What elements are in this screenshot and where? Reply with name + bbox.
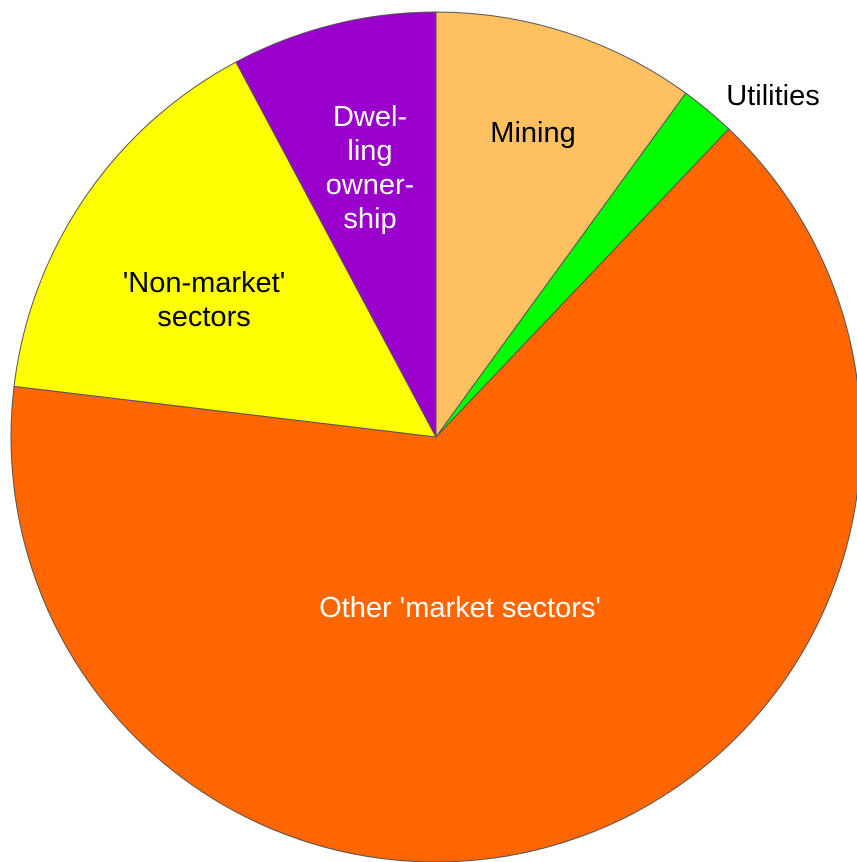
pie-slice [10, 128, 857, 862]
pie-slice [13, 61, 437, 438]
slice-label: Utilities [726, 80, 820, 112]
pie-slice [235, 11, 437, 438]
slice-label: Dwel- ling owner- ship [325, 101, 415, 235]
pie-slice [435, 11, 687, 439]
slice-label: Mining [490, 117, 576, 149]
slice-label: 'Non-market' sectors [122, 267, 286, 333]
slice-label: Other 'market sectors' [319, 592, 601, 624]
